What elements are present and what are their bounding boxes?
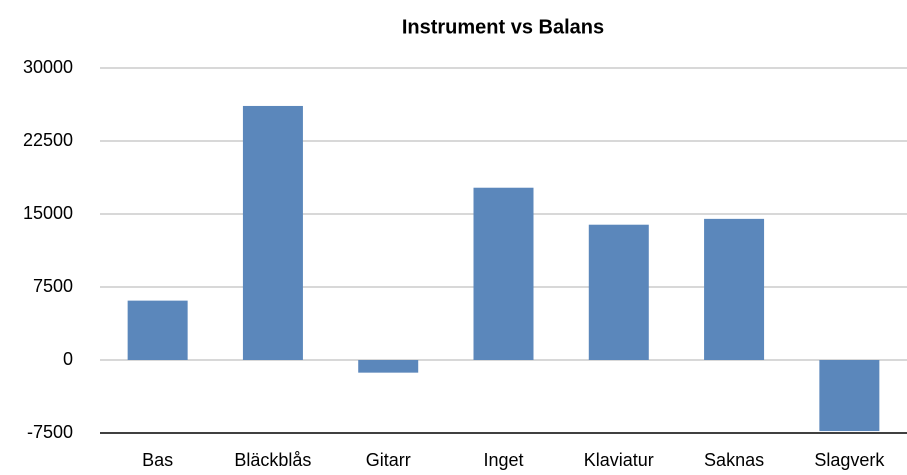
x-tick-label: Klaviatur — [584, 450, 654, 470]
bar — [473, 187, 534, 360]
bar — [127, 300, 188, 360]
y-tick-label: 7500 — [33, 276, 73, 296]
x-tick-label: Gitarr — [366, 450, 411, 470]
y-tick-label: 0 — [63, 349, 73, 369]
x-tick-label: Saknas — [704, 450, 764, 470]
y-tick-label: -7500 — [27, 422, 73, 442]
x-tick-label: Slagverk — [814, 450, 885, 470]
x-tick-label: Inget — [483, 450, 523, 470]
y-tick-label: 22500 — [23, 130, 73, 150]
x-tick-label: Bas — [142, 450, 173, 470]
bar — [588, 224, 649, 360]
chart-title: Instrument vs Balans — [402, 16, 604, 38]
y-tick-label: 15000 — [23, 203, 73, 223]
bar — [819, 360, 880, 432]
y-tick-label: 30000 — [23, 57, 73, 77]
bar — [358, 360, 419, 373]
x-tick-label: Bläckblås — [234, 450, 311, 470]
bar — [242, 105, 303, 361]
bar — [704, 218, 765, 360]
